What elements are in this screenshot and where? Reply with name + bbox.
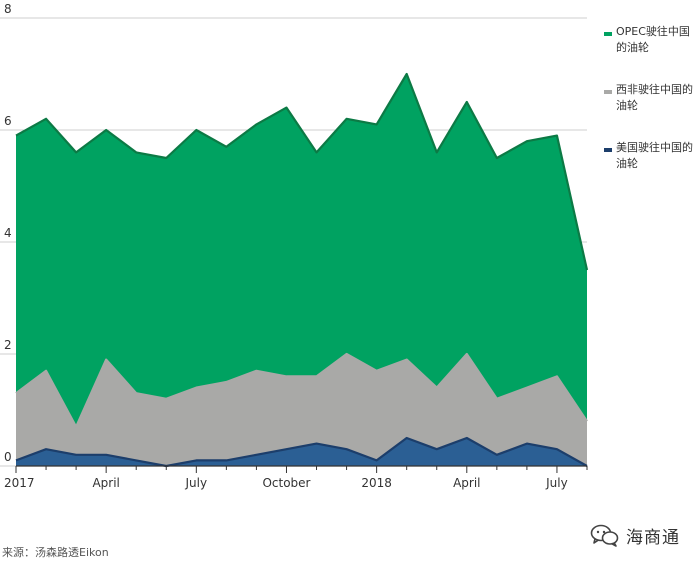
y-tick-label: 4 bbox=[4, 226, 12, 240]
watermark-text: 海商通 bbox=[626, 527, 680, 548]
series-line-0 bbox=[15, 436, 588, 468]
x-tick-label: 2018 bbox=[361, 476, 392, 490]
series-line-2 bbox=[15, 72, 589, 271]
legend-label-opec: OPEC驶往中国的油轮 bbox=[616, 25, 690, 54]
legend-item-opec: OPEC驶往中国的油轮 bbox=[604, 24, 696, 56]
legend-swatch-opec bbox=[604, 32, 612, 36]
area-series bbox=[16, 74, 587, 466]
y-tick-label: 2 bbox=[4, 338, 12, 352]
area-series-2 bbox=[16, 74, 587, 427]
series-line-1 bbox=[15, 352, 588, 428]
y-tick-label: 0 bbox=[4, 450, 12, 464]
legend-label-usa: 美国驶往中国的油轮 bbox=[616, 141, 693, 170]
x-tick-label: July bbox=[545, 476, 568, 490]
area-series-1 bbox=[16, 354, 587, 466]
legend-item-usa: 美国驶往中国的油轮 bbox=[604, 140, 696, 172]
y-tick-label: 8 bbox=[4, 2, 12, 16]
legend-swatch-usa bbox=[604, 148, 612, 152]
area-series-0 bbox=[16, 438, 587, 466]
wechat-icon bbox=[590, 524, 619, 547]
stacked-area-chart: 0 2 4 6 8 2017 April July October 2018 April July bbox=[0, 2, 589, 490]
x-tick-label: 2017 bbox=[4, 476, 35, 490]
watermark: 海商通 bbox=[590, 520, 680, 550]
legend: OPEC驶往中国的油轮 西非驶往中国的油轮 美国驶往中国的油轮 bbox=[604, 24, 696, 198]
source-note: 来源：汤森路透Eikon bbox=[2, 546, 109, 559]
x-axis: 2017 April July October 2018 April July bbox=[4, 465, 588, 490]
legend-label-west-africa: 西非驶往中国的油轮 bbox=[616, 83, 693, 112]
legend-swatch-west-africa bbox=[604, 90, 612, 94]
x-tick-label: October bbox=[262, 476, 310, 490]
x-tick-label: April bbox=[453, 476, 480, 490]
legend-item-west-africa: 西非驶往中国的油轮 bbox=[604, 82, 696, 114]
y-tick-label: 6 bbox=[4, 114, 12, 128]
x-tick-label: July bbox=[185, 476, 208, 490]
series-lines bbox=[15, 72, 589, 468]
y-axis-tick-labels: 0 2 4 6 8 bbox=[4, 2, 12, 464]
x-tick-label: April bbox=[92, 476, 119, 490]
